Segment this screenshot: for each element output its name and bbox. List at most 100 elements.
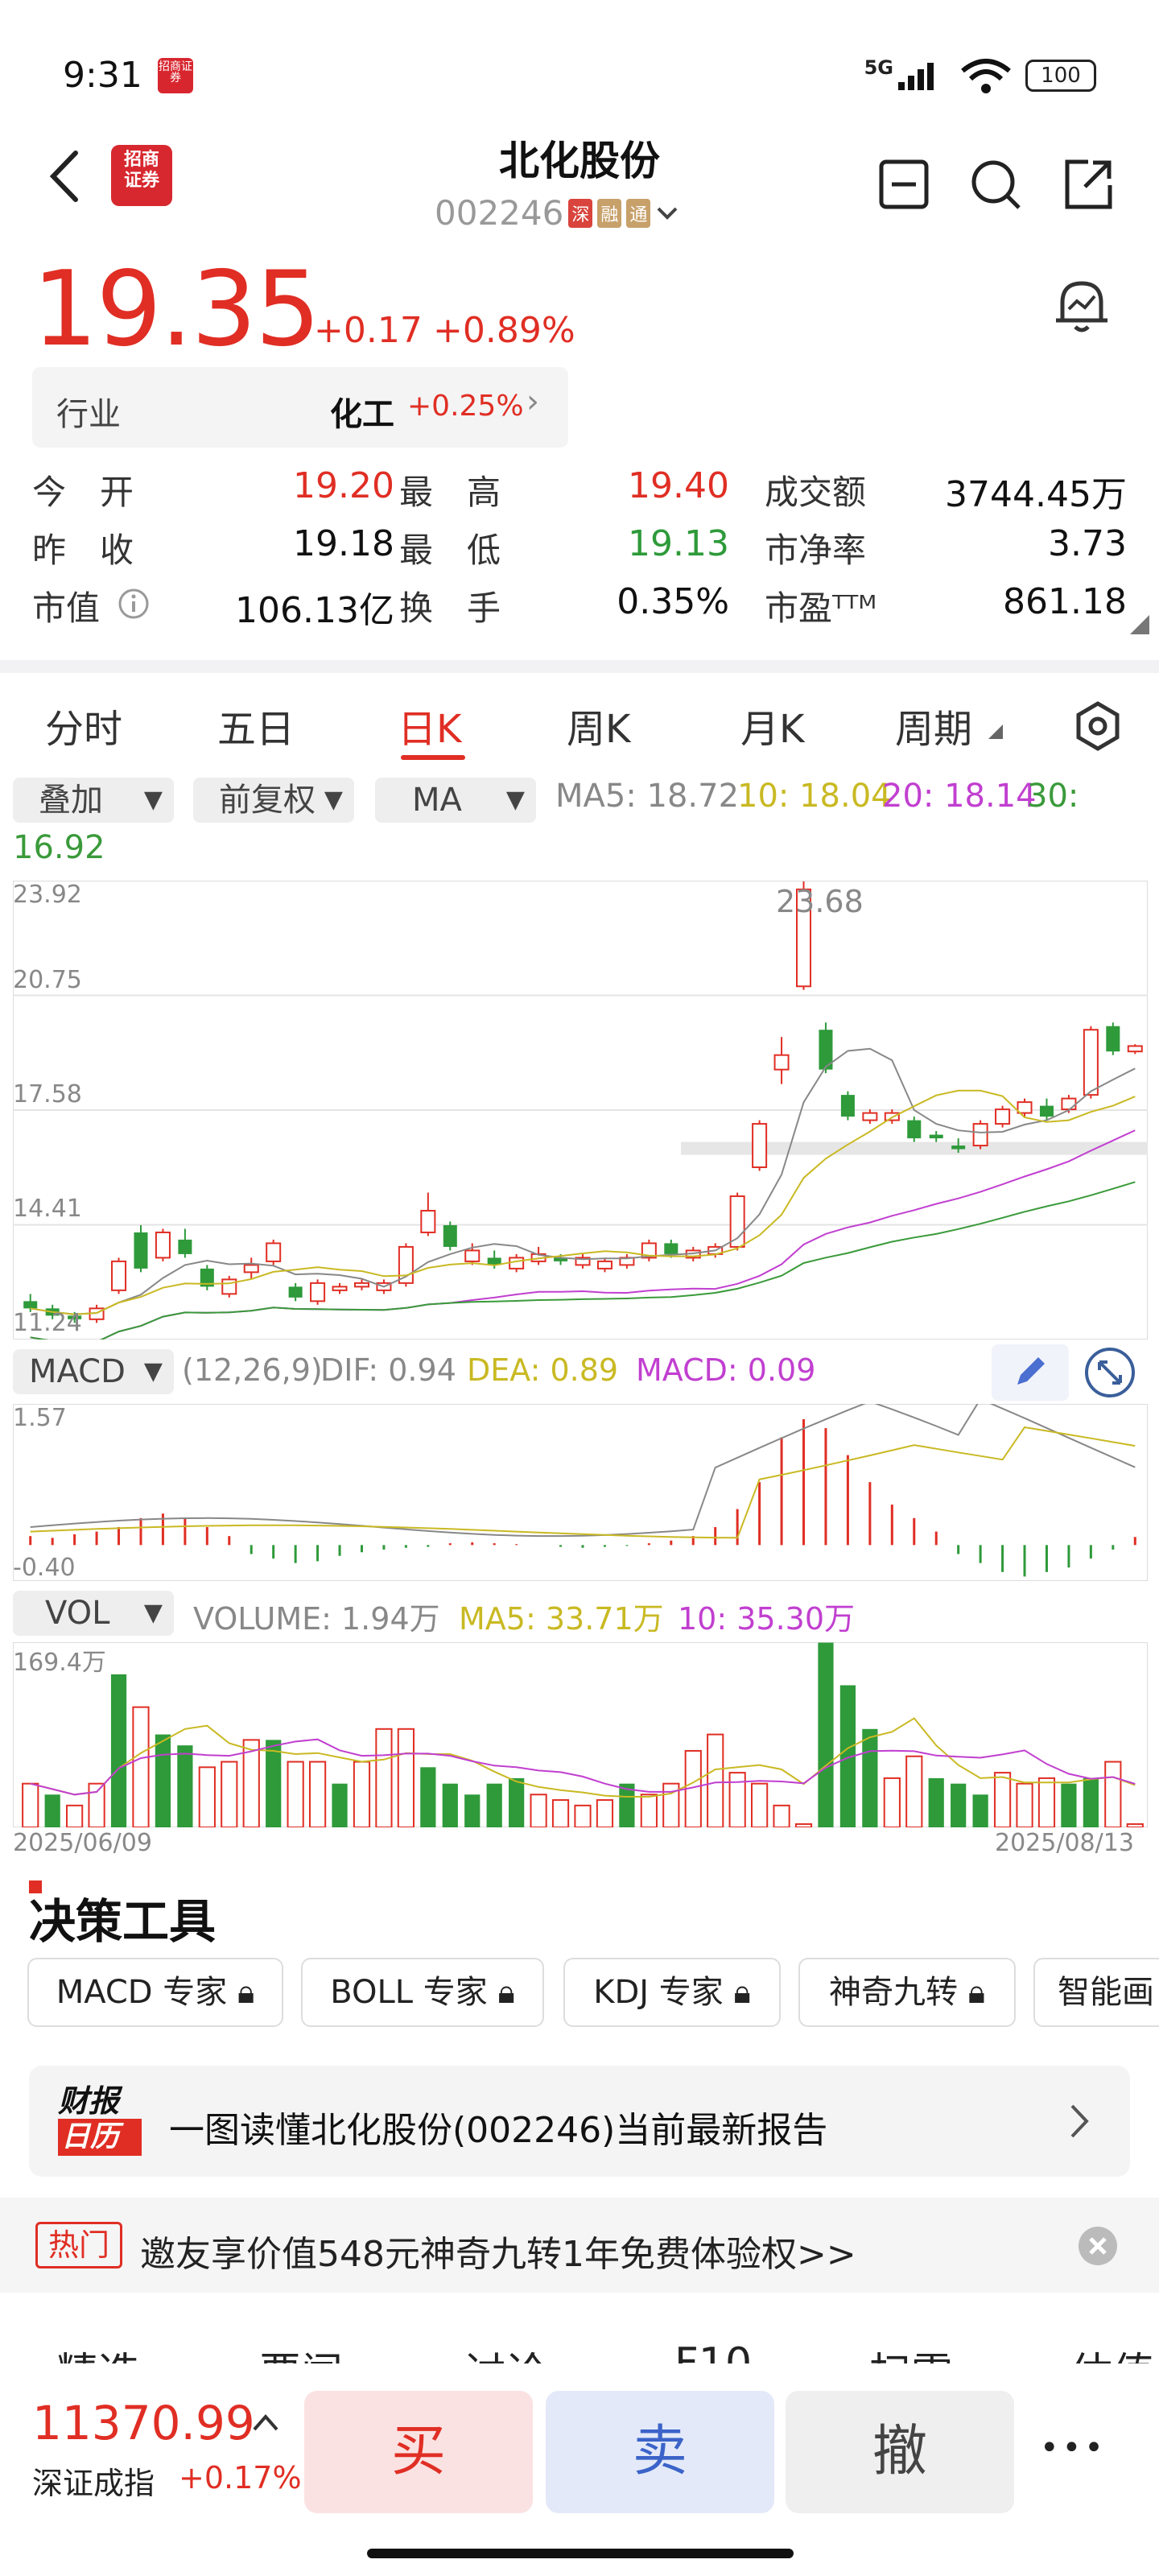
more-icon[interactable]: ••• (1040, 2429, 1107, 2467)
macd-expert-chip[interactable]: MACD 专家 🔒︎ (27, 1958, 283, 2027)
volume-bar (88, 1782, 105, 1827)
cancel-order-button[interactable]: 撤 (786, 2391, 1014, 2513)
promo-banner[interactable]: 热门 邀友享价值548元神奇九转1年免费体验权>> (0, 2198, 1159, 2293)
lock-icon: 🔒︎ (237, 1974, 255, 2011)
stat-value: 0.35% (617, 581, 729, 622)
tab-valuation[interactable]: 估值 (1070, 2339, 1154, 2363)
vol-ma10-line (30, 1738, 1136, 1796)
candle-body (111, 1260, 127, 1291)
tab-minesweep[interactable]: 扫雷 (869, 2339, 953, 2363)
app-notification-icon: 招商证券 (158, 58, 193, 93)
highlight-band (681, 1141, 1148, 1155)
ma30-line (30, 1181, 1136, 1340)
industry-name: 化工 (330, 396, 394, 433)
volume-bar (951, 1783, 967, 1827)
volume-value: VOLUME: 1.94万 (193, 1601, 440, 1637)
fullscreen-icon[interactable] (1083, 1346, 1136, 1399)
tab-monthly-k[interactable]: 月K (740, 707, 805, 752)
magic-nine-chip[interactable]: 神奇九转 🔒︎ (798, 1958, 1016, 2027)
stat-label: 市值 (32, 588, 101, 628)
sell-button[interactable]: 卖 (546, 2391, 774, 2513)
alert-bell-icon[interactable] (1050, 274, 1114, 338)
pencil-icon (1017, 1357, 1045, 1385)
stat-value: 19.20 (293, 465, 394, 506)
vol-top-label: 169.4万 (13, 1649, 106, 1677)
boll-expert-chip[interactable]: BOLL 专家 🔒︎ (301, 1958, 544, 2027)
ma10-value: 10: 18.04 (737, 778, 892, 815)
vol-ma10: 10: 35.30万 (678, 1601, 856, 1637)
volume-bar (22, 1782, 39, 1827)
volume-bar (773, 1804, 790, 1827)
vol-dropdown[interactable]: VOL ▼ (13, 1591, 174, 1636)
close-icon[interactable] (1077, 2225, 1119, 2267)
tab-period[interactable]: 周期 (895, 707, 973, 752)
lock-icon: 🔒︎ (497, 1974, 515, 2011)
volume-bar (177, 1745, 193, 1827)
tab-five-day[interactable]: 五日 (217, 707, 295, 752)
shen-tag: 深 (568, 198, 593, 228)
candle-body (1083, 1029, 1099, 1096)
candle-body (221, 1278, 237, 1295)
dropdown-arrow-icon: ▼ (505, 786, 525, 814)
volume-chart[interactable] (13, 1642, 1148, 1827)
candle-body (509, 1257, 525, 1269)
macd-chart[interactable] (13, 1404, 1148, 1581)
stock-code-row[interactable]: 002246 深 融 通 (435, 193, 679, 233)
candle-body (332, 1286, 348, 1291)
tab-featured[interactable]: 精选 (56, 2339, 140, 2363)
kline-chart[interactable] (13, 881, 1148, 1340)
volume-bar (551, 1799, 570, 1827)
volume-bar (464, 1794, 481, 1827)
chart-settings-icon[interactable] (1072, 700, 1124, 752)
stat-label: 今 开 (32, 473, 134, 512)
search-icon[interactable] (969, 158, 1022, 211)
broker-logo: 招商证券 (111, 145, 172, 206)
tab-timeshare[interactable]: 分时 (45, 707, 123, 752)
industry-row[interactable]: 行业 化工 +0.25% › (32, 367, 568, 448)
chevron-right-icon: › (526, 383, 539, 420)
kdj-expert-chip[interactable]: KDJ 专家 🔒︎ (563, 1958, 781, 2027)
edit-indicator-button[interactable] (992, 1344, 1069, 1401)
expand-corner-icon[interactable] (1130, 615, 1149, 634)
overlay-dropdown[interactable]: 叠加 ▼ (13, 778, 174, 823)
candle-body (907, 1120, 922, 1139)
report-card[interactable]: 财报 日历 一图读懂北化股份(002246)当前最新报告 (29, 2066, 1130, 2177)
industry-label: 行业 (56, 396, 121, 433)
adjust-dropdown[interactable]: 前复权 ▼ (193, 778, 354, 823)
tab-daily-k[interactable]: 日K (398, 707, 462, 752)
minimize-icon[interactable] (877, 158, 930, 211)
candle-body (951, 1146, 966, 1150)
macd-dropdown[interactable]: MACD ▼ (13, 1349, 174, 1394)
index-quote[interactable]: 11370.99 (32, 2396, 255, 2450)
candle-body (266, 1242, 282, 1262)
chevron-up-icon[interactable] (251, 2412, 280, 2433)
share-icon[interactable] (1061, 158, 1114, 211)
back-arrow-icon[interactable] (45, 148, 85, 204)
stat-value: 19.13 (628, 523, 729, 564)
tab-news[interactable]: 要闻 (259, 2339, 343, 2363)
chart-frame (13, 1404, 1148, 1581)
candle-body (796, 888, 812, 988)
buy-button[interactable]: 买 (304, 2391, 533, 2513)
report-text: 一图读懂北化股份(002246)当前最新报告 (169, 2110, 828, 2151)
tab-f10[interactable]: F10 (674, 2339, 753, 2363)
candle-body (464, 1249, 481, 1262)
candle-body (353, 1282, 369, 1288)
stat-value: 19.40 (628, 465, 729, 506)
tools-title-accent (29, 1880, 42, 1893)
ma20-value: 20: 18.14 (882, 778, 1037, 815)
home-indicator[interactable] (367, 2549, 794, 2558)
tab-weekly-k[interactable]: 周K (567, 707, 631, 752)
info-icon[interactable] (118, 588, 150, 620)
indicator-dropdown[interactable]: MA ▼ (375, 778, 536, 823)
stat-label: 换 手 (399, 588, 501, 628)
volume-bar (287, 1761, 304, 1827)
stat-value: 19.18 (293, 523, 394, 564)
volume-bar (839, 1685, 856, 1827)
smart-draw-chip[interactable]: 智能画 (1033, 1958, 1159, 2027)
volume-bar (928, 1777, 944, 1827)
content-tabs: 精选 要闻 讨论 F10 扫雷 估值 (0, 2318, 1159, 2363)
tab-discuss[interactable]: 讨论 (464, 2339, 547, 2363)
candle-body (641, 1242, 657, 1259)
stat-value: 3744.45万 (945, 474, 1127, 515)
